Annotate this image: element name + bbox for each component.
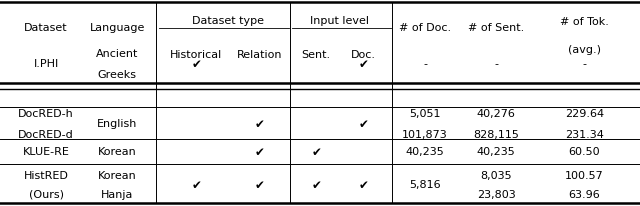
Text: Input level: Input level	[310, 16, 369, 26]
Text: DocRED-h: DocRED-h	[18, 108, 74, 118]
Text: Dataset type: Dataset type	[192, 16, 264, 26]
Text: 8,035: 8,035	[480, 170, 512, 180]
Text: 60.50: 60.50	[568, 146, 600, 156]
Text: Ancient: Ancient	[96, 49, 138, 59]
Text: # of Tok.: # of Tok.	[560, 17, 609, 27]
Text: -: -	[494, 59, 498, 69]
Text: Doc.: Doc.	[351, 50, 376, 60]
Text: 40,235: 40,235	[406, 146, 444, 156]
Text: Language: Language	[90, 23, 145, 33]
Text: 40,276: 40,276	[477, 108, 515, 118]
Text: 100.57: 100.57	[565, 170, 604, 180]
Text: DocRED-d: DocRED-d	[18, 129, 74, 139]
Text: English: English	[97, 119, 138, 129]
Text: Hanja: Hanja	[101, 189, 133, 199]
Text: Korean: Korean	[98, 146, 136, 156]
Text: ✔: ✔	[358, 178, 369, 191]
Text: 828,115: 828,115	[473, 129, 519, 139]
Text: Dataset: Dataset	[24, 23, 68, 33]
Text: Historical: Historical	[170, 50, 223, 60]
Text: (avg.): (avg.)	[568, 44, 601, 54]
Text: HistRED: HistRED	[24, 170, 68, 180]
Text: 231.34: 231.34	[565, 129, 604, 139]
Text: ✔: ✔	[311, 178, 321, 191]
Text: ✔: ✔	[191, 178, 202, 191]
Text: # of Doc.: # of Doc.	[399, 23, 451, 33]
Text: Greeks: Greeks	[98, 69, 136, 79]
Text: 229.64: 229.64	[564, 108, 604, 118]
Text: 23,803: 23,803	[477, 189, 515, 199]
Text: Korean: Korean	[98, 170, 136, 180]
Text: Sent.: Sent.	[301, 50, 331, 60]
Text: ✔: ✔	[254, 145, 264, 158]
Text: ✔: ✔	[254, 117, 264, 130]
Text: ✔: ✔	[191, 57, 202, 70]
Text: -: -	[582, 59, 586, 69]
Text: KLUE-RE: KLUE-RE	[22, 146, 70, 156]
Text: I.PHI: I.PHI	[33, 59, 59, 69]
Text: (Ours): (Ours)	[29, 189, 63, 199]
Text: 101,873: 101,873	[402, 129, 448, 139]
Text: 40,235: 40,235	[477, 146, 515, 156]
Text: 63.96: 63.96	[568, 189, 600, 199]
Text: Relation: Relation	[236, 50, 282, 60]
Text: # of Sent.: # of Sent.	[468, 23, 524, 33]
Text: ✔: ✔	[254, 178, 264, 191]
Text: ✔: ✔	[311, 145, 321, 158]
Text: 5,051: 5,051	[409, 108, 441, 118]
Text: ✔: ✔	[358, 117, 369, 130]
Text: ✔: ✔	[358, 57, 369, 70]
Text: 5,816: 5,816	[409, 179, 441, 189]
Text: -: -	[423, 59, 427, 69]
